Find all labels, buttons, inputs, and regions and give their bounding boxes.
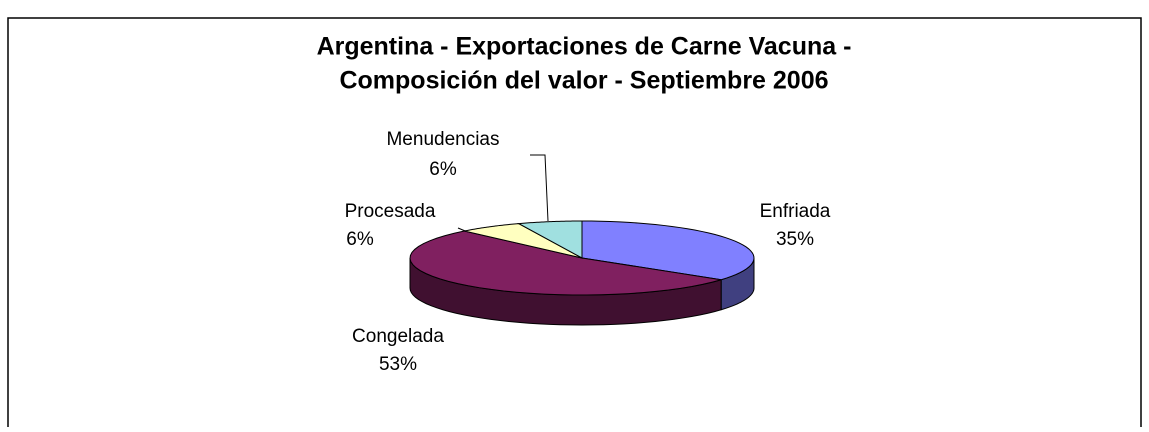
leader-line	[530, 154, 549, 222]
slice	[581, 220, 755, 281]
slice-label: Enfriada	[760, 201, 831, 222]
slice	[464, 223, 583, 259]
value-label: 6%	[429, 159, 457, 180]
slice-label: Congelada	[352, 326, 444, 347]
value-label: 35%	[776, 229, 814, 250]
slice-label: Procesada	[345, 201, 436, 222]
chart-title: Composición del valor - Septiembre 2006	[339, 67, 828, 95]
slice	[516, 220, 583, 259]
value-label: 53%	[379, 354, 417, 375]
value-label: 6%	[346, 229, 374, 250]
slice-label: Menudencias	[386, 129, 499, 150]
chart-title: Argentina - Exportaciones de Carne Vacun…	[317, 33, 852, 61]
slice	[409, 230, 722, 296]
